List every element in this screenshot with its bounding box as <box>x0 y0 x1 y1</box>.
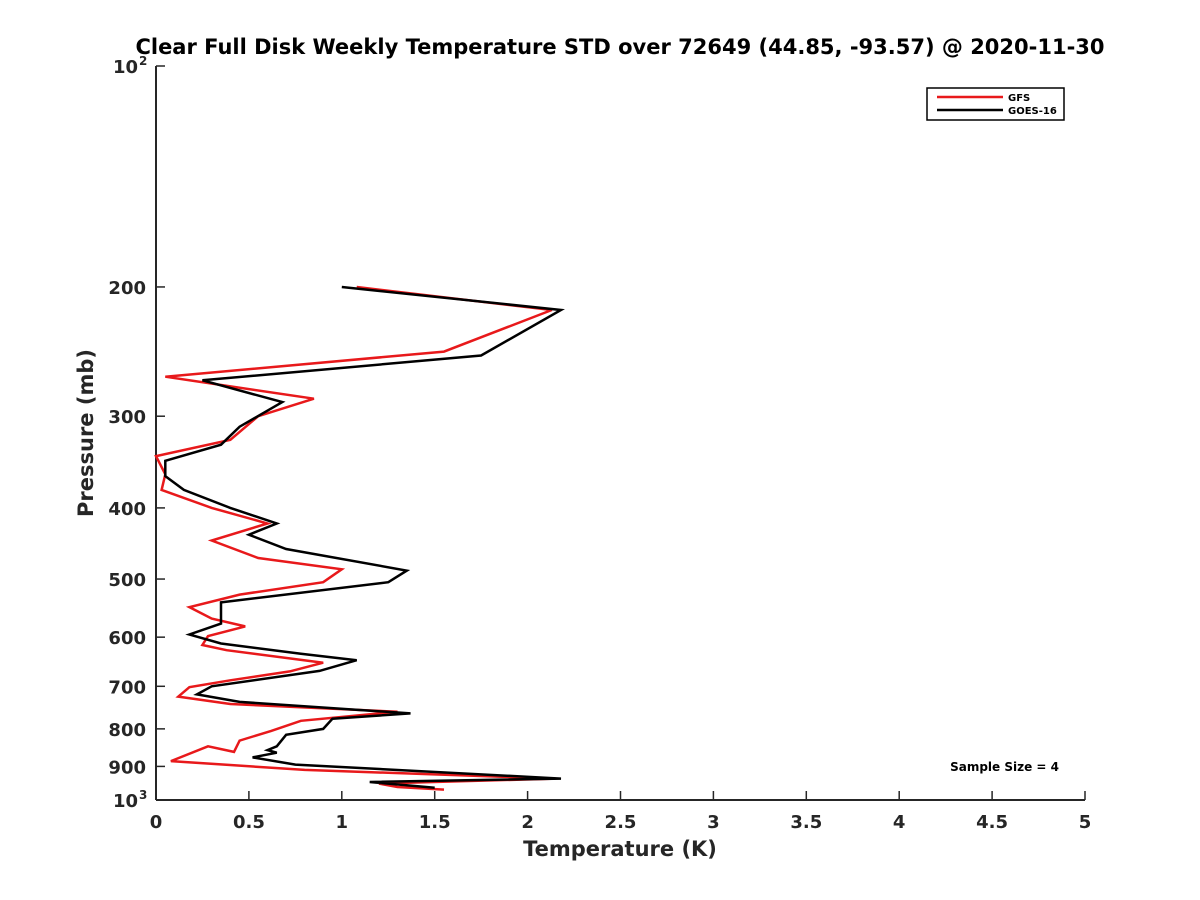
y-tick-label: 400 <box>108 499 146 520</box>
y-tick-label: 200 <box>108 278 146 299</box>
legend: GFS GOES-16 <box>926 87 1065 121</box>
x-tick-label: 3.5 <box>790 812 822 833</box>
x-tick-label: 1 <box>336 812 349 833</box>
x-axis-label: Temperature (K) <box>523 837 717 861</box>
x-tick-label: 4 <box>893 812 906 833</box>
y-tick-exponent: 3 <box>139 788 147 802</box>
legend-label-goes-16: GOES-16 <box>1008 106 1057 117</box>
x-tick-label: 1.5 <box>419 812 451 833</box>
series-layer <box>154 285 565 791</box>
chart-title: Clear Full Disk Weekly Temperature STD o… <box>135 35 1104 59</box>
x-tick-label: 0 <box>150 812 163 833</box>
x-tick-label: 2.5 <box>605 812 637 833</box>
x-tick-label: 4.5 <box>976 812 1008 833</box>
y-tick-label: 500 <box>108 570 146 591</box>
series-line-gfs <box>154 285 556 791</box>
y-tick-label: 300 <box>108 407 146 428</box>
y-tick-label: 10 <box>113 57 138 78</box>
x-tick-label: 3 <box>707 812 720 833</box>
y-tick-label: 800 <box>108 720 146 741</box>
x-tick-label: 5 <box>1079 812 1092 833</box>
y-axis-label: Pressure (mb) <box>74 349 98 517</box>
series-line-goes-16 <box>164 285 565 789</box>
y-tick-label: 10 <box>113 791 138 812</box>
x-ticks: 0 0.5 1 1.5 2 2.5 3 3.5 4 4.5 5 <box>150 791 1092 833</box>
y-tick-exponent: 2 <box>139 54 147 68</box>
sample-size-annotation: Sample Size = 4 <box>950 760 1059 774</box>
x-tick-label: 2 <box>521 812 534 833</box>
legend-box <box>926 87 1065 121</box>
y-tick-label: 600 <box>108 628 146 649</box>
x-tick-label: 0.5 <box>233 812 265 833</box>
y-tick-label: 900 <box>108 757 146 778</box>
y-tick-label: 700 <box>108 677 146 698</box>
legend-label-gfs: GFS <box>1008 93 1030 104</box>
